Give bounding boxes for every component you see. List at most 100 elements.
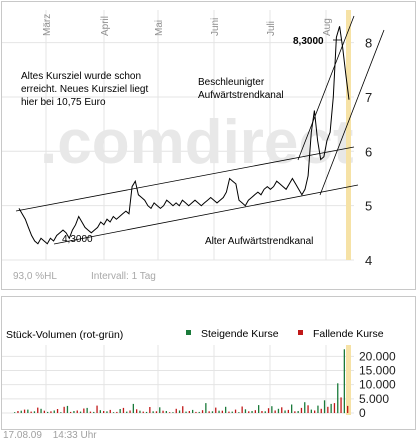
volume-bar-falling: [89, 411, 92, 413]
volume-bar-falling: [188, 411, 190, 413]
volume-bar-rising: [47, 411, 49, 413]
month-label: Juni: [210, 18, 221, 36]
volume-bar-falling: [162, 410, 164, 413]
legend-rising-label: Steigende Kurse: [201, 328, 279, 340]
month-label: Mai: [154, 20, 165, 36]
volume-bar-falling: [281, 407, 283, 413]
volume-bar-rising: [145, 411, 148, 413]
price-tick-label: 4: [365, 253, 372, 268]
volume-bar-rising: [251, 411, 253, 413]
price-chart-panel: .comdirect März April Mai Juni Juli Aug 4 5 6 7 8…: [1, 1, 416, 290]
volume-bar-rising: [225, 406, 227, 413]
footer-time: 14:33 Uhr: [52, 430, 97, 441]
price-chart: .comdirect März April Mai Juni Juli Aug 4 5 6 7 8…: [2, 10, 385, 282]
note-line-2: erreicht. Neues Kursziel liegt: [21, 84, 148, 95]
old-channel-lower-line: [53, 184, 359, 245]
volume-bar-falling: [347, 405, 349, 413]
volume-bar-falling: [320, 408, 322, 414]
price-tick-label: 7: [365, 90, 372, 105]
volume-bar-rising: [152, 411, 154, 413]
volume-bar-falling: [116, 411, 118, 413]
legend-falling-swatch: [298, 330, 303, 335]
volume-tick-label: 15.000: [359, 364, 396, 378]
volume-bar-falling: [76, 410, 78, 413]
volume-bar-rising: [192, 409, 194, 413]
volume-bar-falling: [175, 408, 177, 414]
volume-chart: Stück-Volumen (rot-grün) Steigende Kurse…: [2, 328, 396, 420]
volume-bar-falling: [254, 410, 256, 413]
volume-bar-falling: [70, 411, 72, 413]
volume-bar-falling: [103, 411, 105, 413]
volume-bar-falling: [17, 411, 19, 413]
volume-tick-label: 0: [359, 406, 366, 420]
volume-bar-falling: [287, 409, 289, 413]
volume-bar-rising: [79, 411, 82, 413]
volume-bar-falling: [37, 407, 39, 413]
volume-bar-rising: [106, 411, 108, 413]
volume-bar-falling: [261, 411, 263, 413]
volume-bar-rising: [27, 409, 29, 413]
volume-bar-rising: [86, 407, 88, 413]
current-period-highlight: [346, 10, 351, 260]
accelerated-channel-upper-line: [297, 15, 355, 161]
volume-bar-rising: [159, 407, 161, 413]
volume-current-highlight: [346, 345, 351, 415]
hl-label: 93,0 %HL: [13, 271, 57, 282]
interval-label: Intervall: 1 Tag: [91, 271, 156, 282]
volume-bar-rising: [205, 403, 207, 413]
volume-bar-falling: [155, 411, 158, 413]
low-value-label: 4,3000: [62, 234, 93, 245]
volume-bar-falling: [56, 409, 59, 413]
volume-bar-rising: [343, 349, 345, 414]
volume-bar-rising: [185, 411, 187, 413]
volume-bar-rising: [258, 405, 260, 413]
volume-bar-rising: [218, 410, 220, 413]
volume-bar-rising: [337, 383, 339, 414]
volume-tick-label: 10.000: [359, 378, 396, 392]
volume-bar-falling: [109, 409, 111, 413]
volume-bar-rising: [178, 410, 181, 413]
volume-bar-rising: [99, 410, 101, 413]
volume-bar-rising: [112, 412, 115, 413]
volume-bar-rising: [277, 408, 280, 414]
volume-bar-rising: [238, 412, 240, 413]
volume-bar-falling: [241, 406, 243, 413]
volume-bar-rising: [284, 410, 286, 413]
legend-rising-swatch: [186, 330, 191, 335]
volume-bar-falling: [248, 411, 250, 413]
volume-bar-falling: [267, 408, 270, 413]
volume-bar-rising: [271, 406, 273, 413]
volume-bar-falling: [340, 397, 342, 413]
volume-bar-rising: [40, 408, 42, 414]
volume-bar-rising: [126, 411, 128, 413]
volume-bar-rising: [310, 409, 312, 413]
footer: 17.08.09 14:33 Uhr: [3, 430, 105, 441]
volume-bar-rising: [132, 403, 134, 413]
volume-bar-falling: [83, 408, 85, 413]
price-tick-label: 5: [365, 199, 372, 214]
volume-bar-rising: [139, 410, 141, 413]
volume-bar-rising: [53, 410, 55, 413]
volume-bar-falling: [43, 410, 45, 413]
price-tick-label: 8: [365, 36, 372, 51]
volume-bar-rising: [165, 411, 167, 413]
volume-tick-label: 5.000: [359, 392, 389, 406]
price-line: [18, 26, 350, 245]
volume-bar-falling: [274, 410, 276, 413]
volume-bar-falling: [30, 411, 32, 413]
volume-bar-rising: [33, 411, 36, 413]
volume-bar-rising: [231, 411, 233, 413]
volume-bar-falling: [314, 410, 316, 413]
volume-bar-falling: [149, 407, 151, 413]
note-line-1: Altes Kursziel wurde schon: [21, 71, 141, 82]
volume-bar-rising: [244, 409, 247, 413]
legend-falling-label: Fallende Kurse: [313, 328, 384, 340]
volume-bar-rising: [172, 412, 174, 413]
month-label: März: [42, 14, 53, 36]
volume-bar-rising: [73, 411, 75, 413]
volume-bar-falling: [136, 409, 138, 413]
volume-title: Stück-Volumen (rot-grün): [6, 329, 123, 341]
volume-bar-rising: [60, 412, 62, 413]
volume-bar-falling: [23, 409, 26, 413]
volume-bar-rising: [330, 403, 332, 413]
